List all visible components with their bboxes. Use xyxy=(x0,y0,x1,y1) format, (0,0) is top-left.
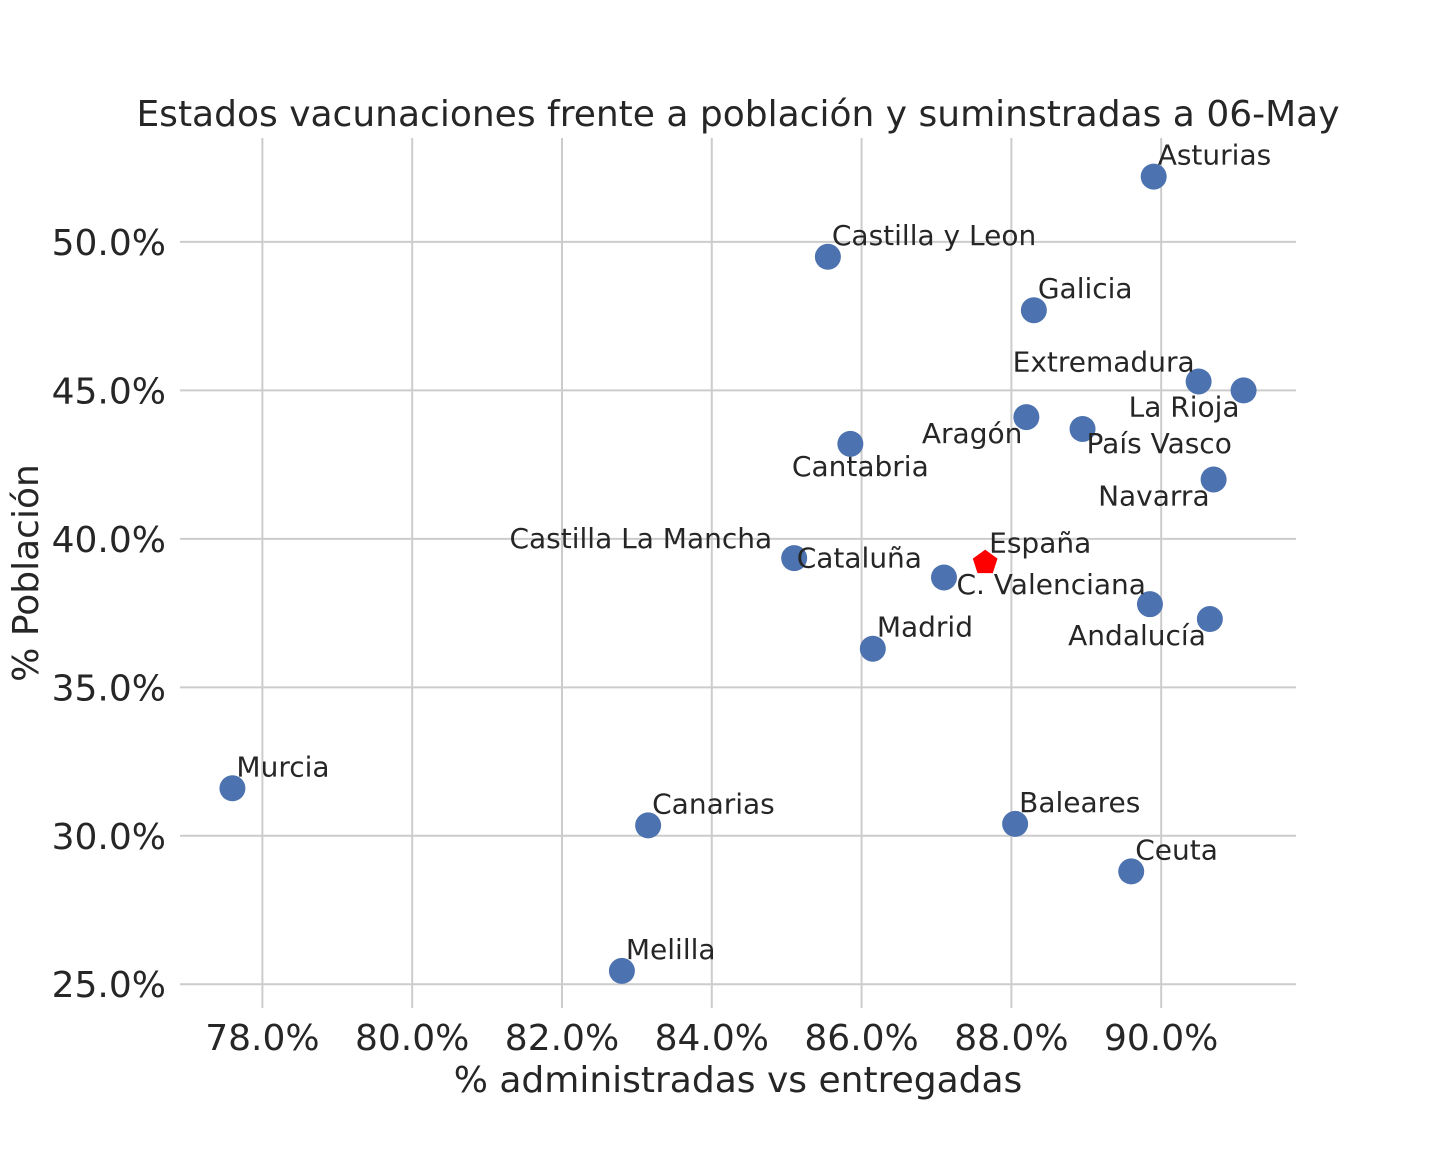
data-point xyxy=(1118,858,1145,885)
highlight-label: España xyxy=(989,527,1091,560)
point-label: Extremadura xyxy=(1013,345,1195,378)
point-label: Asturias xyxy=(1158,139,1272,172)
data-point xyxy=(1185,368,1212,395)
data-point xyxy=(1140,163,1167,190)
x-axis-label: % administradas vs entregadas xyxy=(454,1060,1023,1101)
point-label: Castilla La Mancha xyxy=(509,522,772,555)
data-point xyxy=(1230,377,1257,404)
point-label: La Rioja xyxy=(1129,390,1240,423)
point-label: Galicia xyxy=(1038,272,1133,305)
point-label: Cataluña xyxy=(797,541,922,574)
point-label: País Vasco xyxy=(1087,427,1232,460)
data-point xyxy=(1196,606,1223,633)
data-point xyxy=(608,957,635,984)
y-tick-label: 50.0% xyxy=(52,223,166,264)
x-tick-label: 80.0% xyxy=(355,1018,469,1059)
y-tick-label: 40.0% xyxy=(52,520,166,561)
point-label: Canarias xyxy=(652,787,775,820)
data-point xyxy=(635,812,662,839)
data-point xyxy=(1002,810,1029,837)
data-points xyxy=(219,163,1257,984)
chart-title: Estados vacunaciones frente a población … xyxy=(136,94,1339,135)
data-point xyxy=(859,635,886,662)
y-tick-label: 35.0% xyxy=(52,668,166,709)
data-point xyxy=(930,564,957,591)
point-label: C. Valenciana xyxy=(956,568,1145,601)
data-point xyxy=(1020,297,1047,324)
grid-layer xyxy=(180,138,1296,1008)
y-tick-label: 25.0% xyxy=(52,965,166,1006)
x-tick-label: 84.0% xyxy=(655,1018,769,1059)
point-label: Baleares xyxy=(1019,786,1140,819)
x-tick-label: 82.0% xyxy=(505,1018,619,1059)
x-tick-label: 86.0% xyxy=(804,1018,918,1059)
point-label: Cantabria xyxy=(792,450,929,483)
x-tick-label: 78.0% xyxy=(205,1018,319,1059)
highlight-point xyxy=(972,549,998,574)
point-label: Melilla xyxy=(626,933,716,966)
point-label: Murcia xyxy=(236,750,329,783)
point-label: Aragón xyxy=(922,417,1022,450)
data-point xyxy=(1069,415,1096,442)
x-tick-label: 90.0% xyxy=(1104,1018,1218,1059)
point-label: Ceuta xyxy=(1135,833,1218,866)
y-axis-label: % Población xyxy=(6,464,47,682)
point-label: Castilla y Leon xyxy=(832,219,1036,252)
y-tick-label: 45.0% xyxy=(52,371,166,412)
tick-labels: 78.0% 80.0% 82.0% 84.0% 86.0% 88.0% 90.0% 25.0%… xyxy=(52,223,1219,1059)
data-point xyxy=(781,545,808,572)
point-label: Madrid xyxy=(877,611,973,644)
data-point xyxy=(1200,466,1227,493)
data-point xyxy=(837,430,864,457)
data-point xyxy=(1013,404,1040,431)
point-label: Andalucía xyxy=(1068,619,1206,652)
y-tick-label: 30.0% xyxy=(52,817,166,858)
x-tick-label: 88.0% xyxy=(954,1018,1068,1059)
data-point xyxy=(1136,591,1163,618)
point-label: Navarra xyxy=(1098,479,1210,512)
data-point xyxy=(814,243,841,270)
data-point xyxy=(219,775,246,802)
